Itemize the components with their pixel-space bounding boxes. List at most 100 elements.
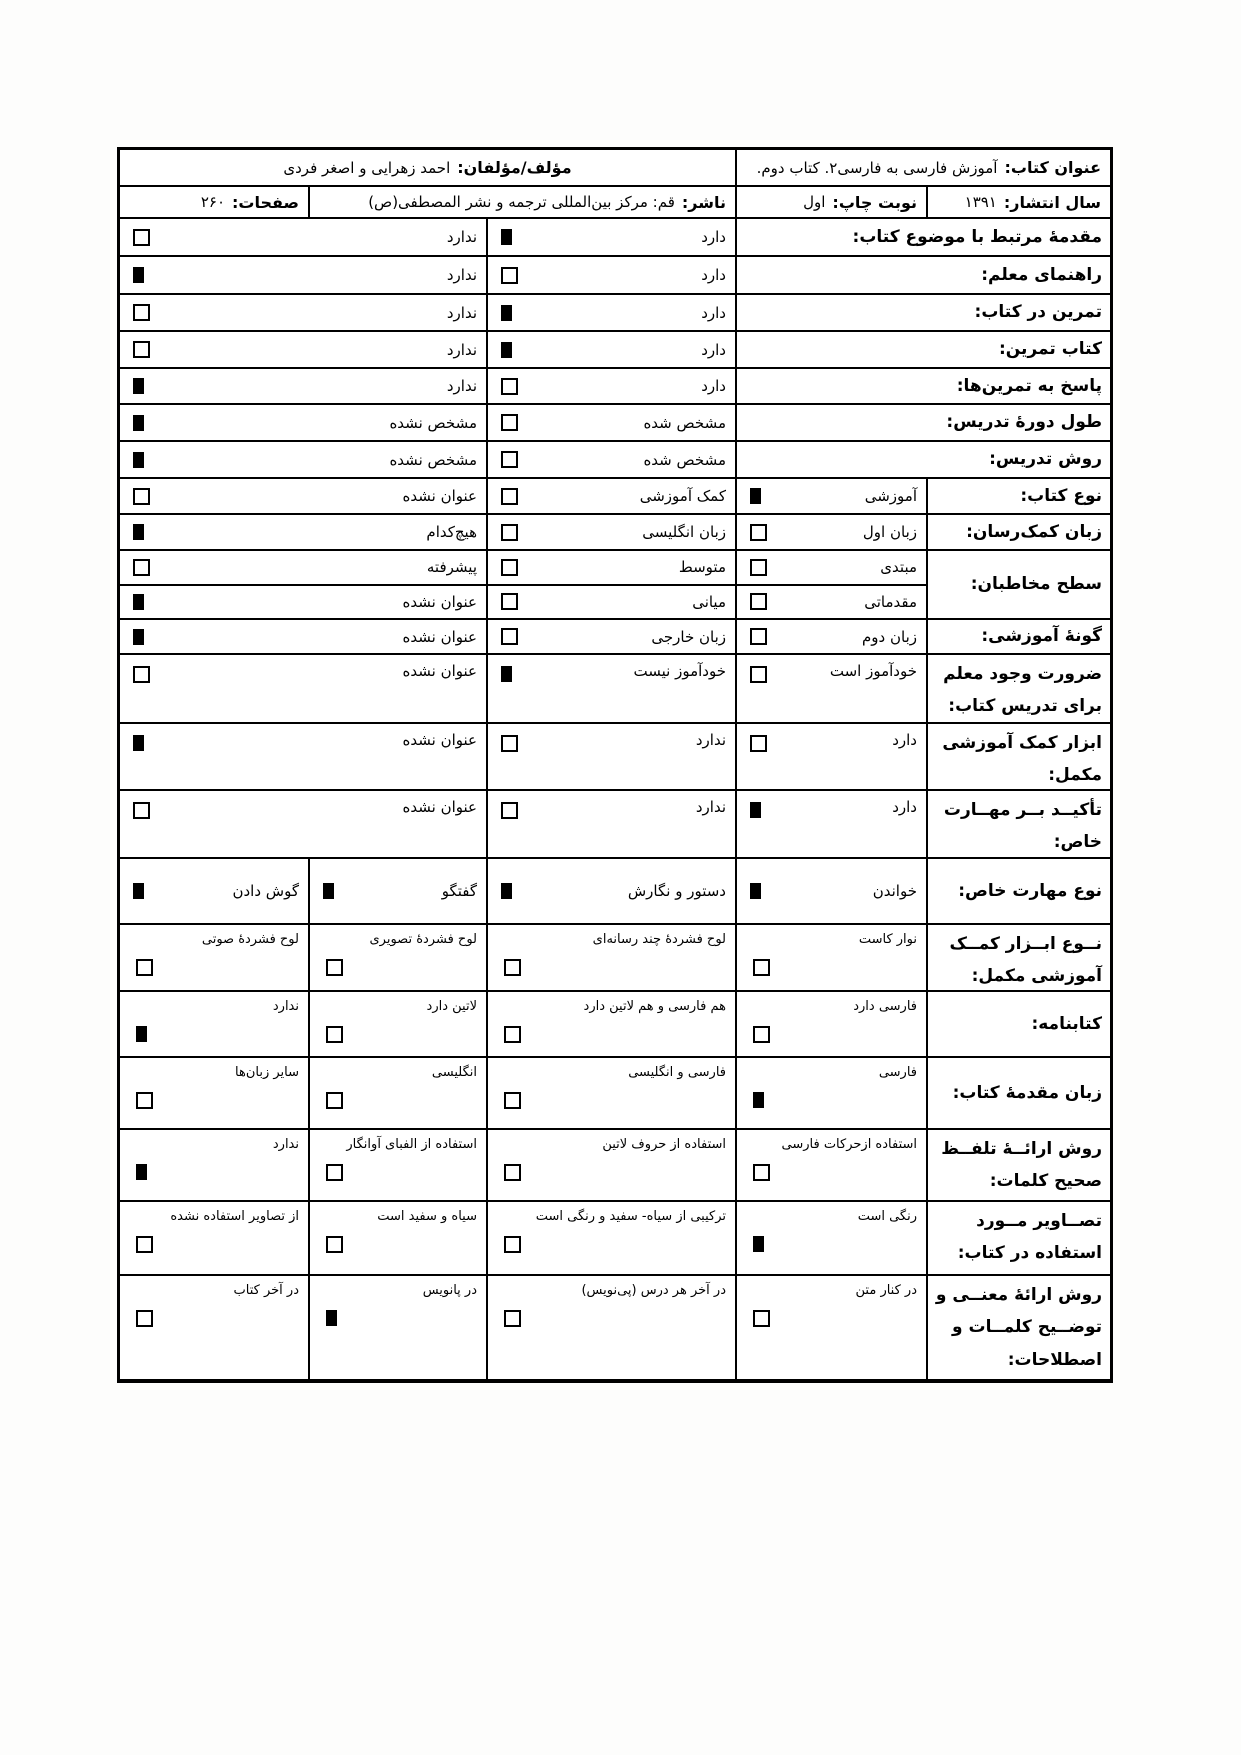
checkbox[interactable] (504, 1236, 521, 1253)
checkbox[interactable] (136, 1236, 153, 1253)
checkbox[interactable] (750, 558, 767, 576)
checkbox[interactable] (501, 666, 512, 682)
checkbox[interactable] (501, 304, 512, 321)
checkbox[interactable] (501, 229, 512, 245)
checkbox[interactable] (136, 1026, 147, 1042)
checkbox[interactable] (133, 414, 144, 431)
checkbox[interactable] (750, 593, 767, 611)
checkbox[interactable] (504, 1092, 521, 1109)
checkbox[interactable] (136, 1164, 147, 1180)
checkbox[interactable] (133, 228, 150, 246)
checkbox[interactable] (133, 666, 150, 683)
row-course-length: طول دورهٔ تدریس: مشخص شده مشخص نشده (120, 405, 1110, 442)
checkbox[interactable] (750, 488, 761, 504)
question-label-cell: تمرین در کتاب: (735, 295, 1110, 330)
checkbox[interactable] (133, 735, 144, 751)
checkbox[interactable] (136, 1310, 153, 1327)
checkbox[interactable] (504, 959, 521, 976)
checkbox[interactable] (133, 628, 144, 645)
option-label: زبان خارجی (651, 627, 726, 646)
audience-level-subrow: مقدماتی میانی عنوان نشده (120, 585, 926, 618)
checkbox[interactable] (501, 558, 518, 576)
checkbox[interactable] (501, 628, 518, 645)
checkbox[interactable] (501, 802, 518, 819)
checkbox[interactable] (750, 802, 761, 818)
option-label: مشخص نشده (389, 413, 477, 432)
checkbox[interactable] (136, 1092, 153, 1109)
checkbox[interactable] (326, 1164, 343, 1181)
audience-level-subrow: مبتدی متوسط پیشرفته (120, 551, 926, 586)
option-cell: سیاه و سفید است (308, 1202, 486, 1274)
checkbox[interactable] (133, 304, 150, 321)
checkbox[interactable] (136, 959, 153, 976)
book-title-cell: عنوان کتاب: آموزش فارسی به فارسی۲. کتاب … (735, 150, 1110, 185)
option-cell: مبتدی (735, 551, 926, 584)
checkbox[interactable] (750, 735, 767, 752)
checkbox[interactable] (326, 1026, 343, 1043)
option-cell: پیشرفته (120, 551, 486, 584)
option-cell: مشخص نشده (120, 405, 486, 440)
checkbox[interactable] (501, 735, 518, 752)
checkbox[interactable] (501, 414, 518, 431)
option-label: ندارد (446, 303, 477, 322)
checkbox[interactable] (501, 523, 518, 541)
question-label-cell: نــوع ابــزار کمــک آموزشی مکمل: (926, 925, 1110, 990)
book-info-table: عنوان کتاب: آموزش فارسی به فارسی۲. کتاب … (117, 147, 1113, 1383)
checkbox[interactable] (133, 802, 150, 819)
checkbox[interactable] (750, 523, 767, 541)
option-label: فارسی (878, 1065, 917, 1080)
checkbox[interactable] (753, 1026, 770, 1043)
option-cell: ندارد (120, 369, 486, 403)
question-label-cell: راهنمای معلم: (735, 257, 1110, 293)
option-cell: کمک آموزشی (486, 479, 735, 513)
checkbox[interactable] (501, 593, 518, 611)
checkbox[interactable] (501, 266, 518, 284)
checkbox[interactable] (133, 883, 144, 899)
option-cell: سایر زبان‌ها (120, 1058, 308, 1128)
checkbox[interactable] (501, 377, 518, 395)
checkbox[interactable] (504, 1164, 521, 1181)
checkbox[interactable] (501, 487, 518, 505)
checkbox[interactable] (753, 959, 770, 976)
checkbox[interactable] (133, 558, 150, 576)
checkbox[interactable] (753, 1310, 770, 1327)
option-label: هیچ‌کدام (426, 523, 477, 541)
row-intro-related: مقدمهٔ مرتبط با موضوع کتاب: دارد ندارد (120, 219, 1110, 257)
checkbox[interactable] (504, 1310, 521, 1327)
checkbox[interactable] (133, 341, 150, 358)
option-label: کمک آموزشی (639, 487, 726, 505)
checkbox[interactable] (753, 1236, 764, 1252)
checkbox[interactable] (504, 1026, 521, 1043)
checkbox[interactable] (133, 451, 144, 468)
option-cell: فارسی و انگلیسی (486, 1058, 735, 1128)
checkbox[interactable] (133, 524, 144, 540)
option-cell: ندارد (120, 332, 486, 367)
checkbox[interactable] (326, 1310, 337, 1326)
checkbox[interactable] (326, 1092, 343, 1109)
checkbox[interactable] (326, 959, 343, 976)
checkbox[interactable] (501, 883, 512, 899)
question-label-cell: ابزار کمک آموزشی مکمل: (926, 724, 1110, 789)
checkbox[interactable] (133, 487, 150, 505)
checkbox[interactable] (133, 378, 144, 394)
option-label: استفاده ازحرکات فارسی (781, 1137, 918, 1152)
option-cell: ندارد (120, 992, 308, 1056)
checkbox[interactable] (133, 593, 144, 610)
option-label: میانی (692, 592, 726, 611)
checkbox[interactable] (753, 1164, 770, 1181)
option-label: در کنار متن (855, 1283, 917, 1298)
checkbox[interactable] (501, 341, 512, 358)
checkbox[interactable] (501, 451, 518, 468)
checkbox[interactable] (750, 628, 767, 645)
option-cell: مقدماتی (735, 585, 926, 618)
checkbox[interactable] (750, 883, 761, 899)
checkbox[interactable] (133, 267, 144, 283)
option-label: ترکیبی از سیاه- سفید و رنگی است (535, 1209, 726, 1224)
question-label-cell: کتابنامه: (926, 992, 1110, 1056)
checkbox[interactable] (326, 1236, 343, 1253)
checkbox[interactable] (323, 883, 334, 899)
option-label: دستور و نگارش (627, 882, 726, 900)
checkbox[interactable] (750, 666, 767, 683)
option-label: انگلیسی (431, 1065, 477, 1080)
checkbox[interactable] (753, 1092, 764, 1108)
